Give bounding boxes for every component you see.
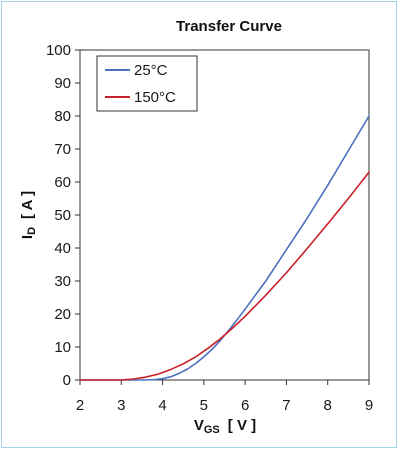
y-tick-label: 40: [54, 240, 71, 257]
y-tick-label: 70: [54, 141, 71, 158]
y-tick-label: 80: [54, 108, 71, 125]
y-tick-label: 90: [54, 75, 71, 92]
svg-text:VGS[ V ]: VGS [ V ]: [194, 417, 256, 436]
x-tick-label: 7: [282, 397, 290, 414]
x-axis: 2 3 4 5 6 7 8 9: [76, 380, 373, 414]
x-tick-label: 9: [365, 397, 373, 414]
y-tick-label: 60: [54, 174, 71, 191]
y-axis: 0 10 20 30 40 50 60 70 80 90 100: [46, 42, 80, 389]
legend-label-25c: 25°C: [134, 62, 168, 79]
chart-title: Transfer Curve: [176, 18, 282, 35]
x-tick-label: 2: [76, 397, 84, 414]
x-tick-label: 8: [324, 397, 332, 414]
y-axis-label-sub: D: [26, 227, 38, 235]
y-tick-label: 100: [46, 42, 71, 59]
legend: 25°C 150°C: [96, 55, 198, 112]
x-tick-label: 6: [241, 397, 249, 414]
series-line-25c: [79, 115, 370, 381]
y-axis-label-main: I: [19, 235, 36, 239]
series-group: [79, 115, 370, 381]
x-axis-label-unit: [ V ]: [228, 417, 256, 434]
y-axis-label: ID [ A ]: [19, 191, 38, 239]
x-axis-label-main: V: [194, 417, 204, 434]
legend-box: [96, 55, 198, 112]
x-tick-label: 3: [117, 397, 125, 414]
x-tick-label: 4: [158, 397, 166, 414]
y-axis-label-unit: [ A ]: [19, 191, 36, 219]
series-line-150c: [79, 171, 370, 381]
x-tick-label: 5: [200, 397, 208, 414]
svg-text:ID[ A ]: ID [ A ]: [19, 191, 38, 239]
y-tick-label: 0: [63, 372, 71, 389]
legend-label-150c: 150°C: [134, 89, 176, 106]
x-axis-label-sub: GS: [204, 424, 220, 436]
y-tick-label: 10: [54, 339, 71, 356]
x-axis-label: VGS [ V ]: [194, 417, 256, 436]
y-tick-label: 30: [54, 273, 71, 290]
y-tick-label: 20: [54, 306, 71, 323]
y-tick-label: 50: [54, 207, 71, 224]
